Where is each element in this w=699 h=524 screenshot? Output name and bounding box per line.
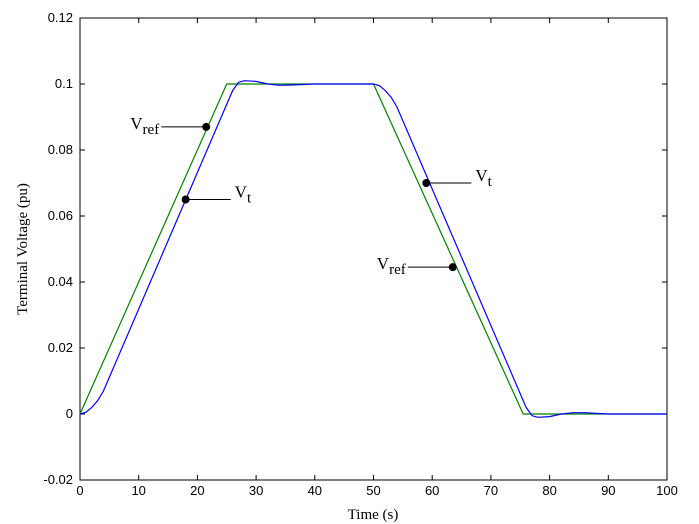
- annotation-label: Vref: [130, 114, 159, 138]
- annotation-dot: [202, 122, 211, 131]
- x-tick-label: 100: [656, 483, 678, 498]
- y-tick-label: -0.02: [43, 472, 73, 487]
- y-tick-label: 0.04: [48, 274, 73, 289]
- y-tick-label: 0.1: [55, 76, 73, 91]
- annotation-label: Vref: [377, 254, 406, 278]
- y-tick-labels: -0.02 0 0.02 0.04 0.06 0.08 0.1 0.12: [43, 10, 73, 487]
- y-axis-title: Terminal Voltage (pu): [15, 183, 31, 315]
- y-tick-label: 0.12: [48, 10, 73, 25]
- annotation-vt: Vt: [422, 166, 493, 190]
- x-tick-label: 50: [366, 483, 380, 498]
- x-tick-label: 70: [484, 483, 498, 498]
- x-tick-label: 10: [131, 483, 145, 498]
- x-tick-label: 30: [249, 483, 263, 498]
- x-tick-label: 20: [190, 483, 204, 498]
- annotation-dot: [448, 263, 457, 272]
- x-tick-label: 40: [308, 483, 322, 498]
- x-tick-labels: 0 10 20 30 40 50 60 70 80 90 100: [76, 483, 677, 498]
- annotation-vt: Vt: [181, 183, 252, 207]
- x-tick-label: 0: [76, 483, 83, 498]
- x-tick-label: 60: [425, 483, 439, 498]
- vt-line: [79, 80, 667, 418]
- y-tick-label: 0.02: [48, 340, 73, 355]
- series-layer: [79, 80, 667, 418]
- plot-area: [79, 17, 668, 481]
- annotation-dot: [422, 179, 431, 187]
- y-tick-label: 0.06: [48, 208, 73, 223]
- y-tick-label: 0: [66, 406, 73, 421]
- annotation-vref: Vref: [377, 254, 457, 278]
- annotation-label: Vt: [475, 166, 492, 190]
- x-tick-label: 90: [601, 483, 615, 498]
- annotations: Vref Vt Vt Vref: [130, 114, 492, 278]
- x-tick-label: 80: [542, 483, 556, 498]
- annotation-label: Vt: [235, 183, 252, 207]
- annotation-vref: Vref: [130, 114, 211, 138]
- x-axis-title: Time (s): [348, 507, 399, 523]
- y-tick-label: 0.08: [48, 142, 73, 157]
- axis-ticks: [79, 17, 668, 481]
- annotation-dot: [181, 195, 190, 204]
